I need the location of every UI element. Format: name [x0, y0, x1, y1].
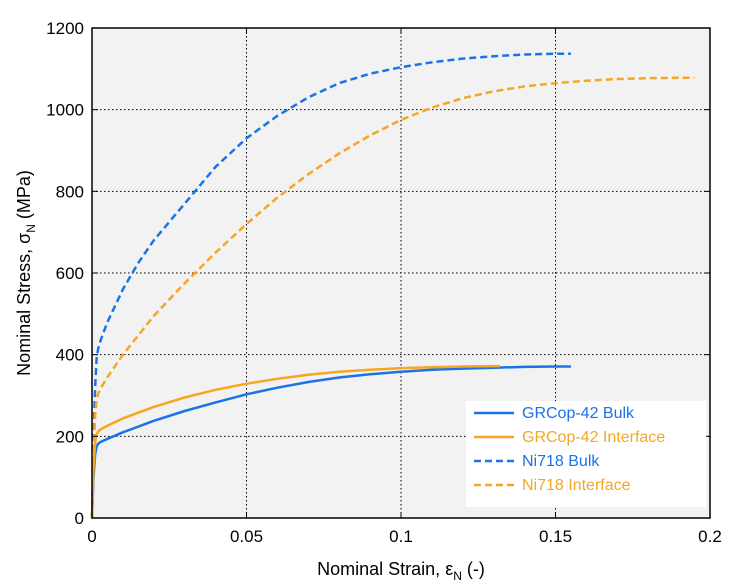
- x-axis-title-subscript: N: [453, 569, 462, 583]
- x-tick-label: 0.15: [539, 527, 572, 546]
- series-line-grcop-42-interface: [90, 364, 500, 519]
- y-axis-title: Nominal Stress, σN (MPa): [14, 170, 38, 376]
- x-axis-title-prefix: Nominal Strain,: [317, 559, 445, 579]
- y-tick-label: 1200: [46, 19, 84, 38]
- legend-box: [466, 401, 706, 507]
- y-axis-title-subscript: N: [24, 224, 38, 233]
- x-tick-label: 0: [87, 527, 96, 546]
- series-line-ni718-bulk: [90, 52, 571, 519]
- legend-label: Ni718 Interface: [522, 477, 631, 494]
- y-axis-title-symbol: σ: [14, 233, 34, 244]
- x-tick-labels: 0 0.05 0.1 0.15 0.2: [87, 527, 722, 546]
- y-tick-label: 400: [56, 346, 84, 365]
- x-axis-title-suffix: (-): [462, 559, 485, 579]
- series-lines: [90, 52, 695, 519]
- legend-label: GRCop-42 Bulk: [522, 405, 635, 422]
- legend-label: Ni718 Bulk: [522, 453, 600, 470]
- series-line-grcop-42-bulk: [90, 365, 571, 519]
- grid-lines: [92, 28, 710, 518]
- y-tick-labels: 0 200 400 600 800 1000 1200: [46, 19, 84, 528]
- y-axis-title-prefix: Nominal Stress,: [14, 244, 34, 376]
- y-tick-label: 0: [75, 509, 84, 528]
- x-axis-title-symbol: ε: [445, 559, 453, 579]
- y-axis-title-suffix: (MPa): [14, 170, 34, 224]
- y-tick-label: 600: [56, 264, 84, 283]
- x-tick-label: 0.05: [230, 527, 263, 546]
- x-tick-label: 0.1: [389, 527, 413, 546]
- series-line-ni718-interface: [90, 76, 695, 519]
- x-tick-label: 0.2: [698, 527, 722, 546]
- y-tick-label: 1000: [46, 101, 84, 120]
- legend: GRCop-42 Bulk GRCop-42 Interface Ni718 Bul…: [466, 401, 706, 507]
- x-axis-title: Nominal Strain, εN (-): [317, 559, 485, 583]
- y-tick-label: 800: [56, 182, 84, 201]
- y-tick-label: 200: [56, 427, 84, 446]
- axis-ticks: [91, 27, 711, 519]
- legend-label: GRCop-42 Interface: [522, 429, 665, 446]
